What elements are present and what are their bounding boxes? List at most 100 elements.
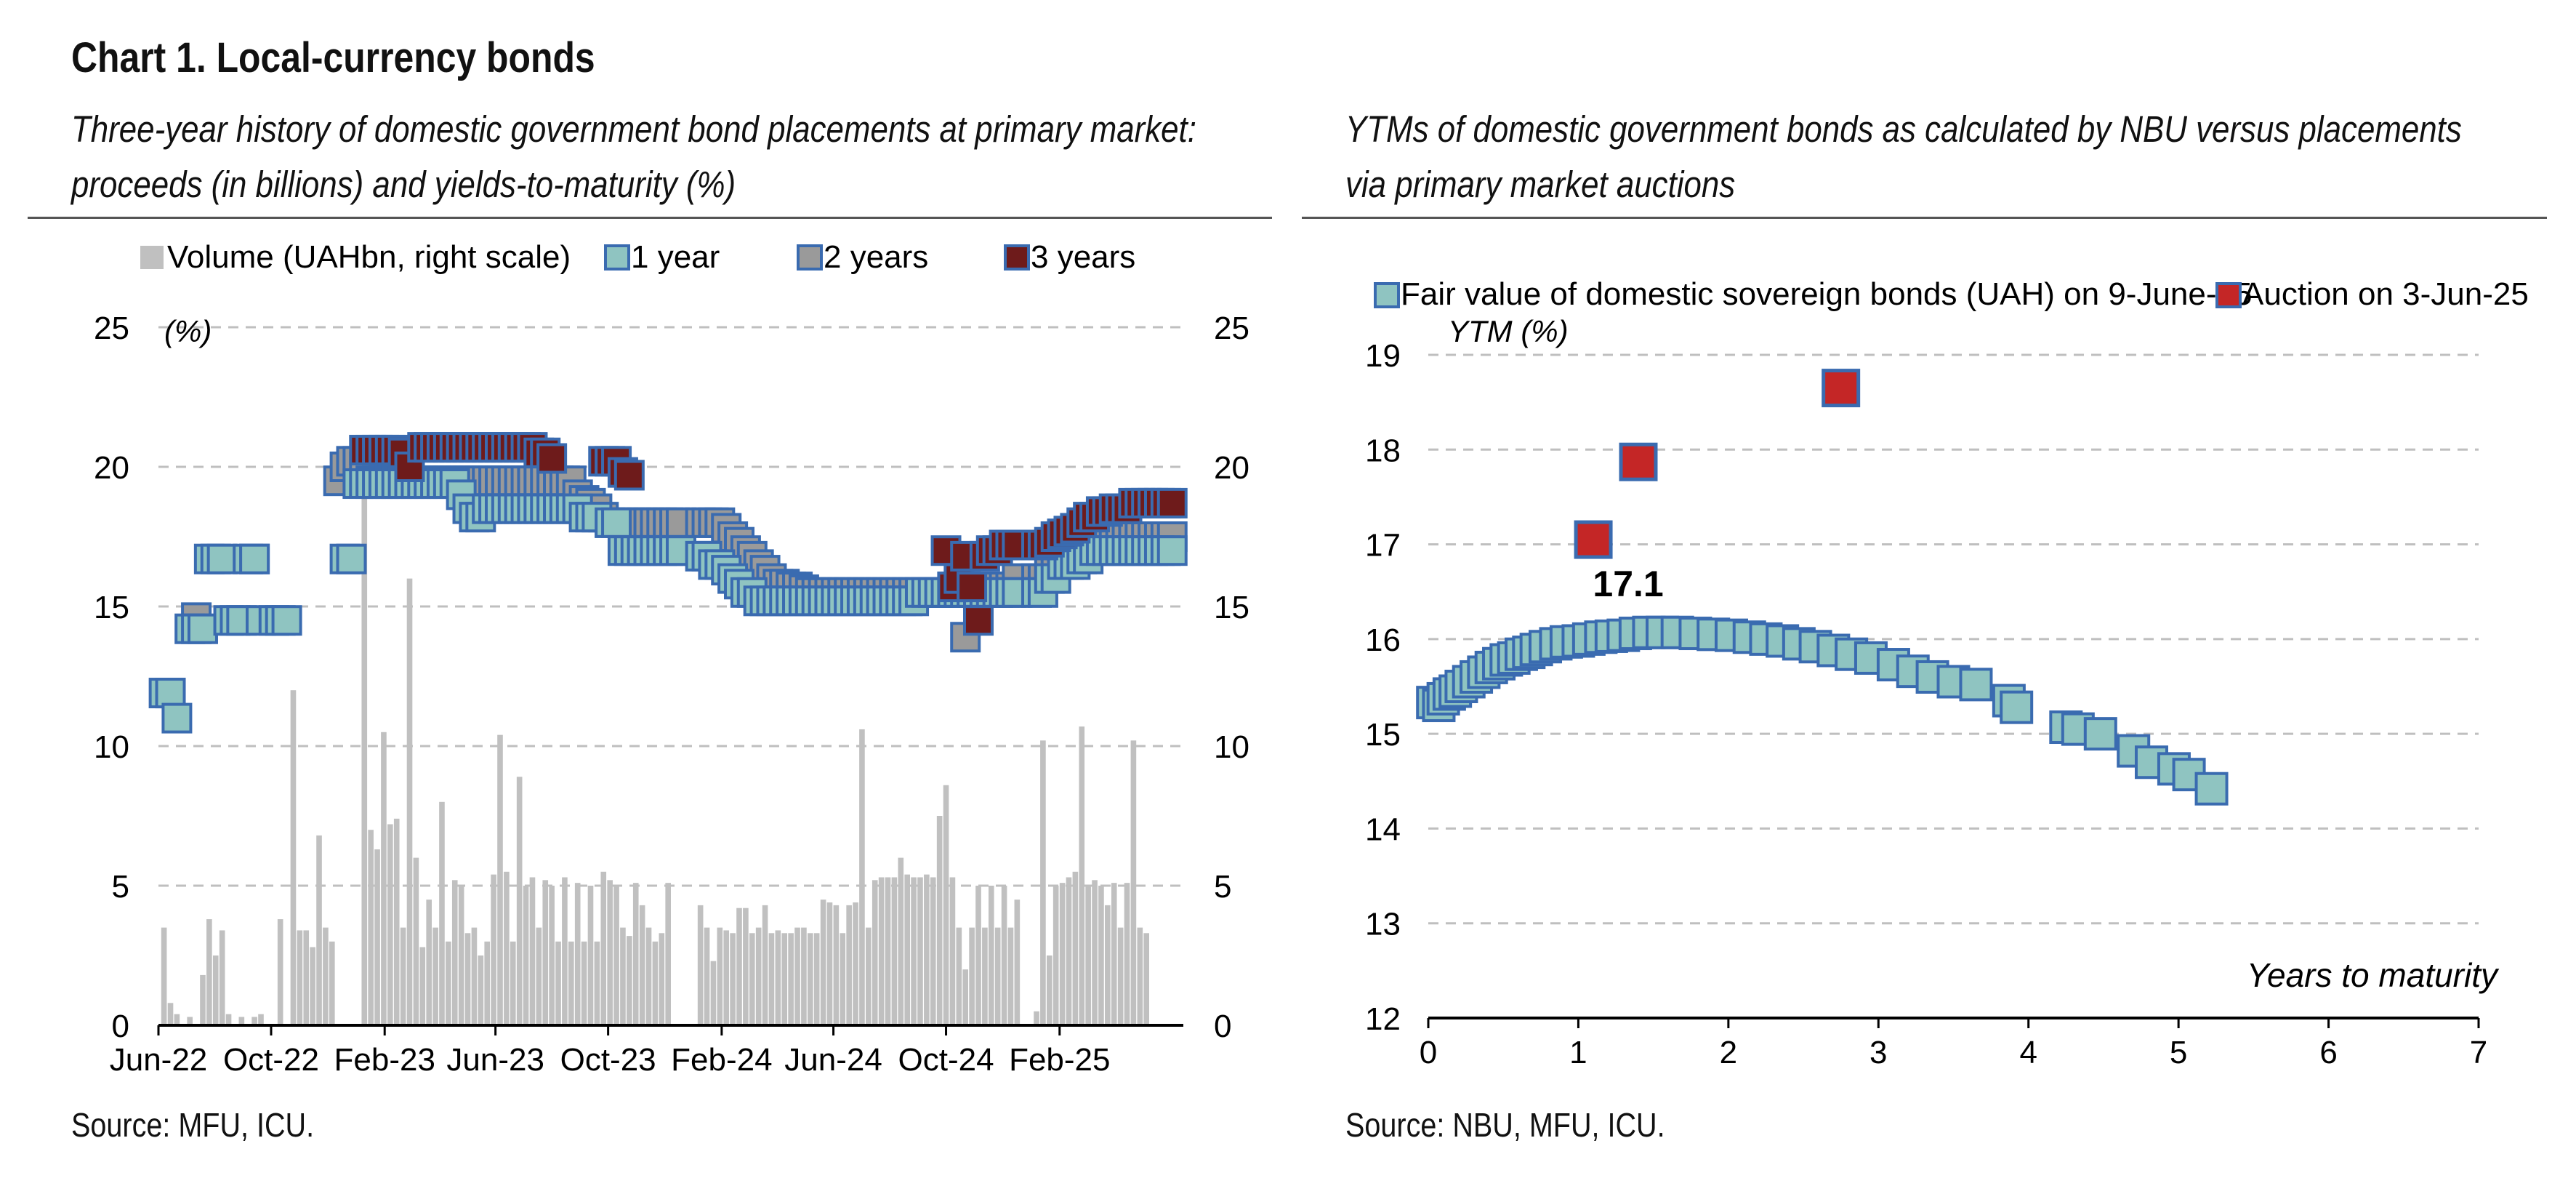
volume-bar <box>949 877 956 1025</box>
volume-bars <box>161 494 1149 1025</box>
left-x-tick-label: Jun-22 <box>110 1042 208 1078</box>
volume-bar <box>1047 955 1052 1025</box>
right-legend: Fair value of domestic sovereign bonds (… <box>1374 276 2529 312</box>
volume-bar <box>1117 927 1124 1025</box>
volume-bar <box>225 1014 232 1025</box>
volume-bar <box>426 899 432 1025</box>
volume-bar <box>613 886 619 1025</box>
volume-bar <box>568 941 574 1025</box>
volume-bar <box>943 785 949 1025</box>
volume-bar <box>484 941 491 1025</box>
left-axes: 0 5 10 15 20 25 0 5 10 15 20 25 Jun-22 Oct-22 Feb-23 Ju… <box>94 310 1249 1078</box>
volume-bar <box>859 729 865 1025</box>
volume-bar <box>368 830 374 1025</box>
one-year-marker <box>271 605 302 636</box>
volume-bar <box>432 927 438 1025</box>
right-scale-tick-label: 25 <box>1214 310 1249 346</box>
volume-bar <box>717 927 723 1025</box>
left-y-tick-label: 20 <box>94 450 129 486</box>
right-y-tick-label: 19 <box>1365 338 1401 374</box>
legend-fair-value-label: Fair value of domestic sovereign bonds (… <box>1401 276 2252 312</box>
left-y-tick-label: 0 <box>112 1009 129 1044</box>
volume-bar <box>1137 927 1143 1025</box>
volume-bar <box>743 907 749 1025</box>
volume-bar <box>1111 883 1117 1025</box>
volume-bar <box>406 578 413 1025</box>
volume-bar <box>1052 886 1059 1025</box>
volume-bar <box>962 969 969 1025</box>
volume-bar <box>310 947 315 1025</box>
volume-bar <box>251 1017 257 1025</box>
volume-bar <box>536 927 542 1025</box>
legend-three-years-swatch <box>1004 244 1030 271</box>
volume-bar <box>891 877 898 1025</box>
left-y-tick-label: 15 <box>94 590 129 625</box>
volume-bar <box>1085 886 1091 1025</box>
volume-bar <box>1105 905 1111 1025</box>
one-year-marker <box>155 678 186 709</box>
right-y-tick-label: 14 <box>1365 812 1401 847</box>
right-source: Source: NBU, MFU, ICU. <box>1345 1106 1665 1144</box>
volume-bar <box>419 947 426 1025</box>
left-x-tick-label: Oct-22 <box>223 1042 319 1078</box>
volume-bar <box>446 941 451 1025</box>
volume-bar <box>801 927 807 1025</box>
volume-bar <box>458 886 464 1025</box>
right-y-tick-label: 12 <box>1365 1001 1401 1037</box>
volume-bar <box>549 886 555 1025</box>
fair-value-marker <box>2194 772 2229 806</box>
volume-bar <box>930 877 936 1025</box>
volume-bar <box>853 902 858 1025</box>
volume-bar <box>400 927 406 1025</box>
volume-bar <box>497 734 503 1025</box>
volume-bar <box>846 905 852 1025</box>
volume-bar <box>167 1003 174 1025</box>
volume-bar <box>464 933 471 1025</box>
volume-bar <box>1034 1011 1039 1025</box>
auction-markers <box>1574 369 1861 559</box>
volume-bar <box>200 974 206 1025</box>
volume-bar <box>258 1014 264 1025</box>
fair-value-marker <box>1959 668 1993 702</box>
right-scale-tick-label: 0 <box>1214 1009 1231 1044</box>
left-y-tick-label: 5 <box>112 869 129 905</box>
volume-bar <box>574 883 581 1025</box>
volume-bar <box>736 907 742 1025</box>
right-x-tick-label: 3 <box>1869 1035 1887 1070</box>
right-scale-tick-label: 5 <box>1214 869 1231 905</box>
volume-bar <box>826 902 833 1025</box>
right-y-tick-label: 15 <box>1365 717 1401 753</box>
volume-bar <box>478 955 484 1025</box>
volume-bar <box>323 927 329 1025</box>
auction-marker <box>1619 442 1658 481</box>
left-x-tick-label: Feb-25 <box>1009 1042 1110 1078</box>
left-x-tick-label: Oct-24 <box>898 1042 994 1078</box>
volume-bar <box>1066 877 1072 1025</box>
volume-bar <box>297 930 303 1025</box>
volume-bar <box>542 880 549 1025</box>
legend-one-year-swatch <box>604 244 630 271</box>
right-scale-tick-label: 10 <box>1214 729 1249 765</box>
left-chart: 0 5 10 15 20 25 0 5 10 15 20 25 Jun-22 Oct-22 Feb-23 Ju… <box>94 239 1249 1078</box>
right-x-tick-label: 7 <box>2470 1035 2487 1070</box>
left-x-tick-label: Jun-24 <box>784 1042 882 1078</box>
two-years-markers <box>155 446 1188 709</box>
volume-bar <box>975 886 981 1025</box>
one-year-marker <box>1156 535 1188 566</box>
volume-bar <box>794 927 800 1025</box>
left-y-tick-label: 10 <box>94 729 129 765</box>
volume-bar <box>581 941 587 1025</box>
chart-title: Chart 1. Local-currency bonds <box>71 34 595 81</box>
volume-bar <box>1059 883 1066 1025</box>
volume-bar <box>374 849 380 1025</box>
volume-bar <box>936 816 943 1025</box>
volume-bar <box>555 941 561 1025</box>
right-scale-tick-label: 20 <box>1214 450 1249 486</box>
right-y-tick-label: 13 <box>1365 907 1401 942</box>
volume-bar <box>885 877 891 1025</box>
volume-bar <box>749 933 755 1025</box>
right-x-tick-label: 0 <box>1420 1035 1437 1070</box>
volume-bar <box>994 927 1001 1025</box>
volume-bar <box>174 1014 180 1025</box>
